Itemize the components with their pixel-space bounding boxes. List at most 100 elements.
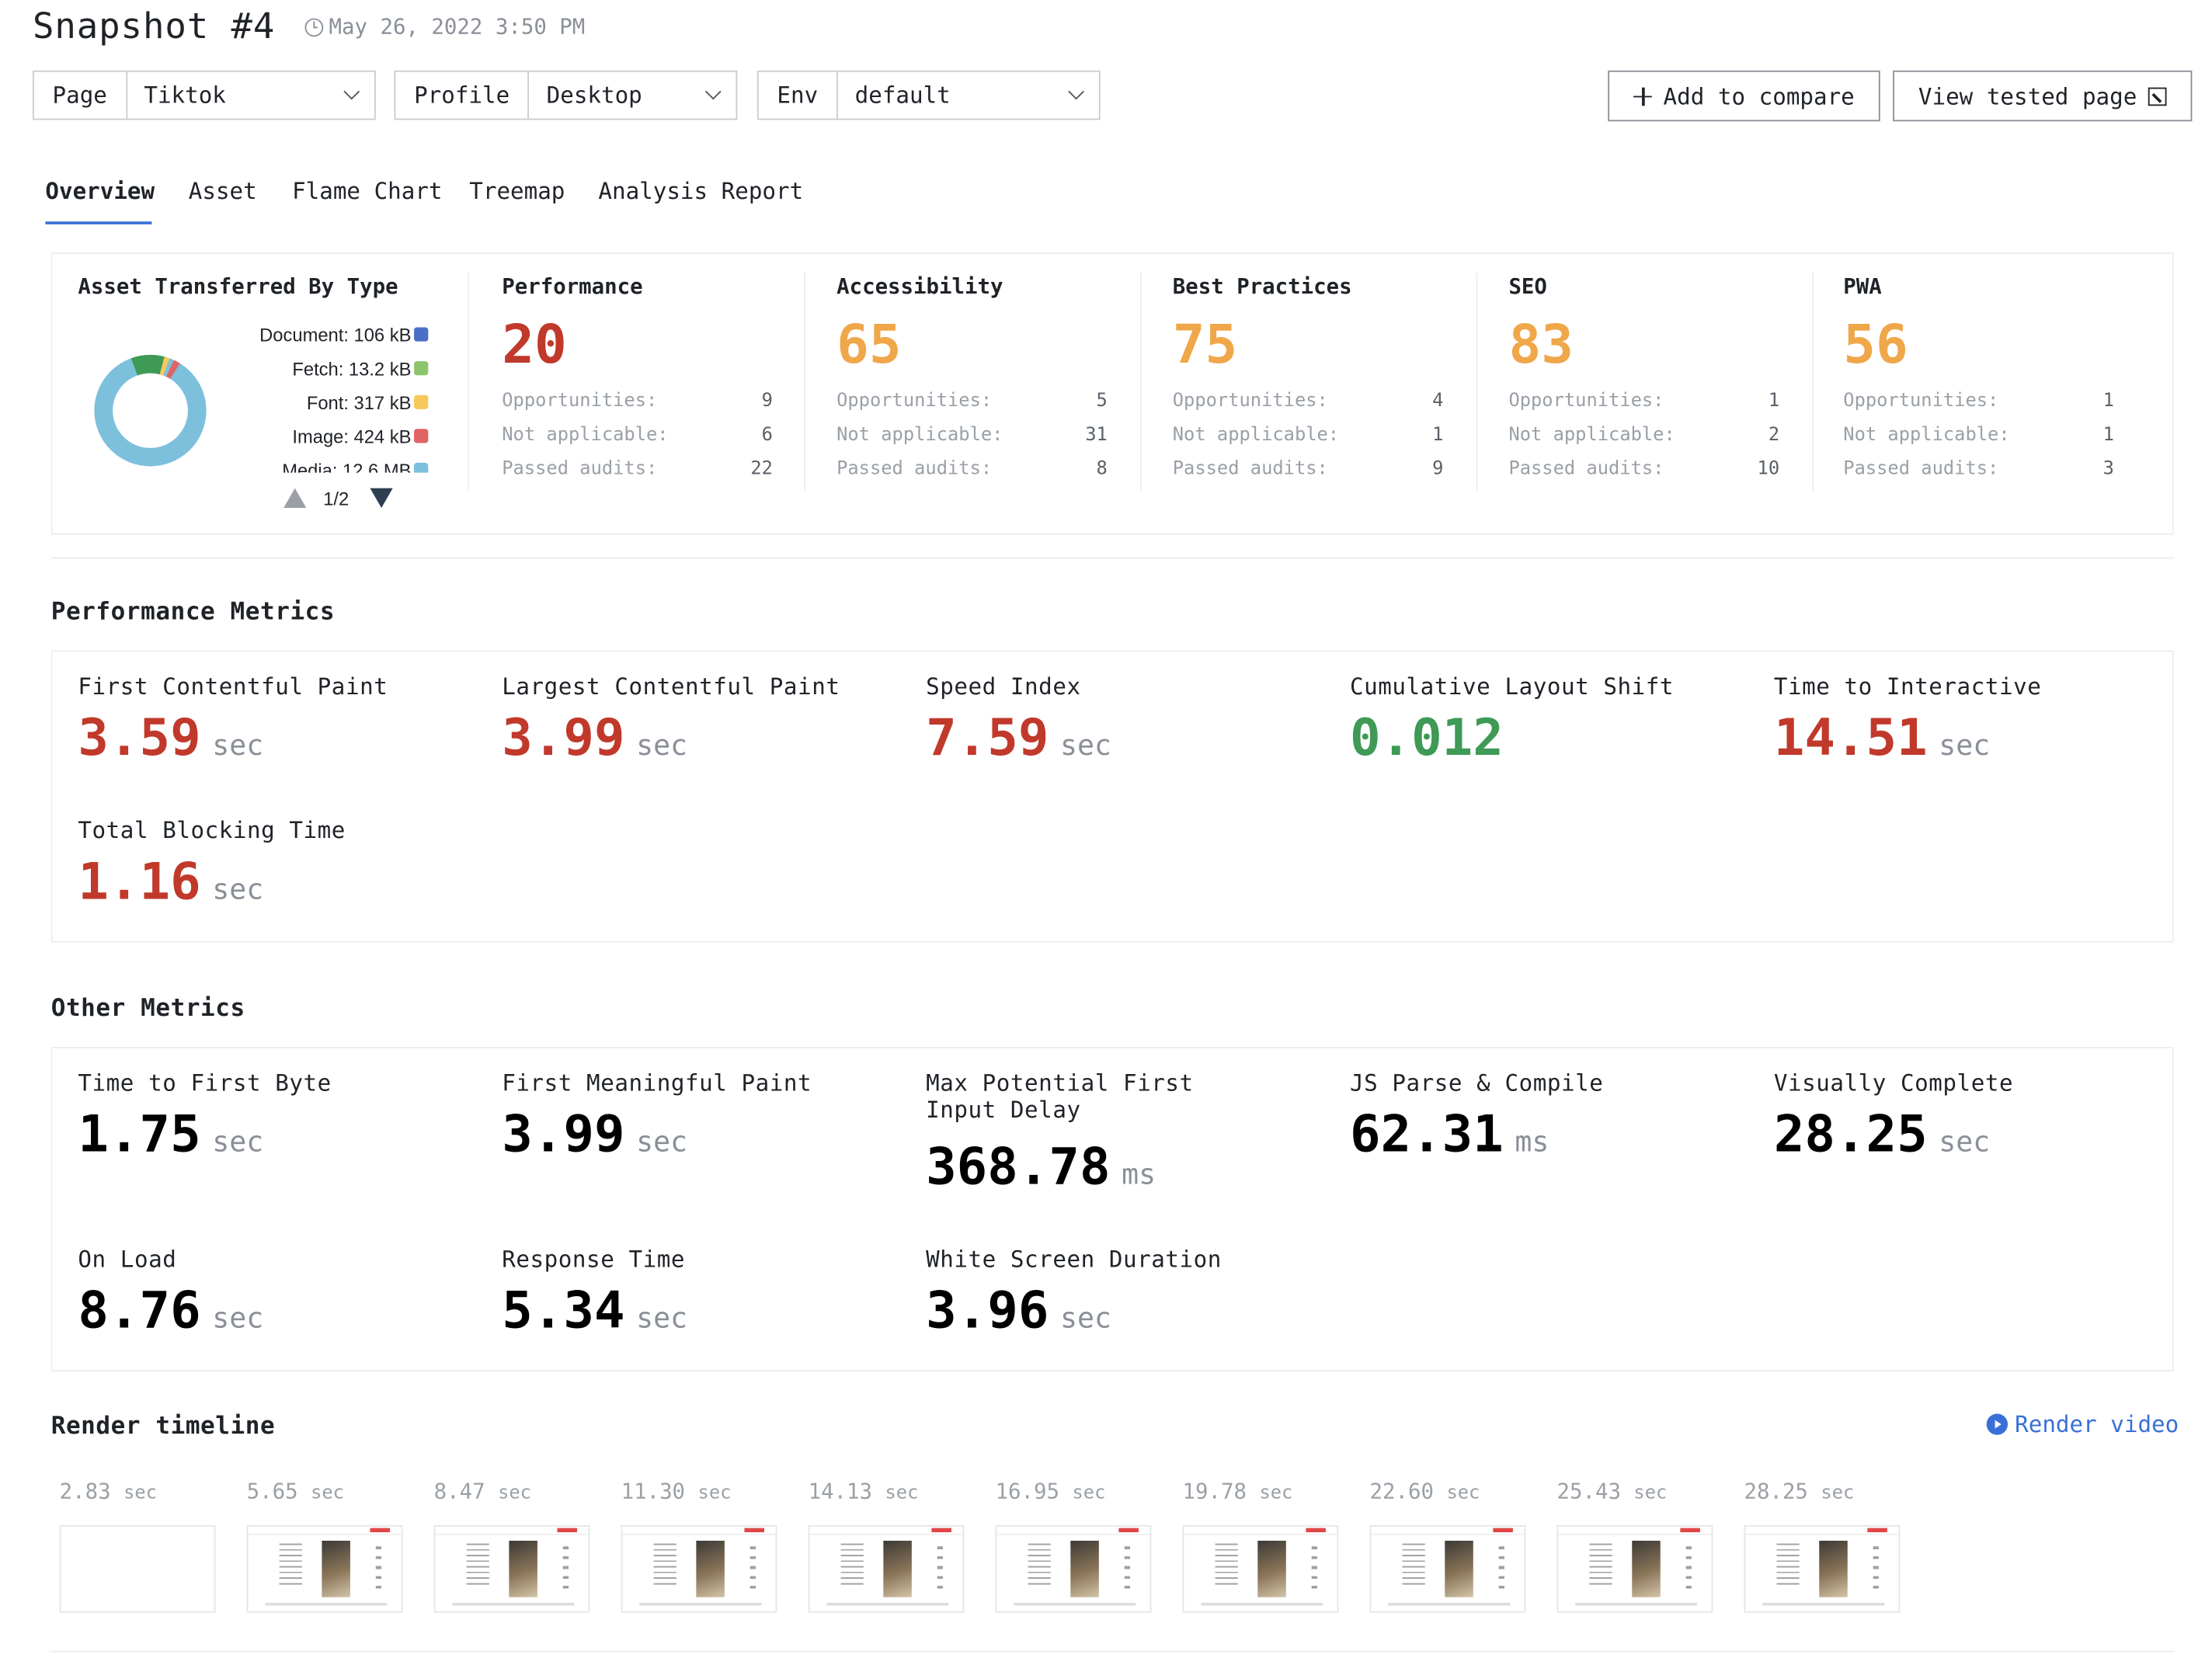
metric-white-screen-duration: 3.96 sec (926, 1282, 1111, 1340)
frame-time-value: 16.95 (995, 1479, 1060, 1504)
metric-visually-complete: 28.25 sec (1774, 1106, 1990, 1163)
frame-foot (826, 1602, 949, 1606)
view-tested-page-button[interactable]: View tested page (1893, 70, 2193, 122)
score-value-pwa: 56 (1843, 313, 1908, 376)
frame-time-value: 25.43 (1556, 1479, 1621, 1504)
render-frame-thumbnail[interactable] (1182, 1524, 1339, 1613)
frame-time-unit: sec (1259, 1483, 1293, 1504)
legend-pager: 1/2 (323, 488, 350, 509)
env-select[interactable]: Env default (756, 70, 1101, 120)
metric-unit-on-load: sec (212, 1301, 264, 1335)
frame-side2 (1311, 1546, 1317, 1589)
accessibility-not-applicable-count: 31 (1085, 424, 1108, 447)
chevron-down-icon (704, 83, 722, 100)
page-select[interactable]: Page Tiktok (32, 70, 376, 120)
metric-unit-js-parse-compile: ms (1515, 1124, 1549, 1159)
score-title-performance: Performance (502, 273, 643, 300)
donut-segment-green (94, 354, 207, 467)
profile-select[interactable]: Profile Desktop (394, 70, 738, 120)
tab-treemap[interactable]: Treemap (469, 177, 565, 205)
metric-value-on-load: 8.76 (78, 1282, 201, 1340)
legend-swatch-fetch (414, 361, 429, 376)
summary-card (50, 252, 2174, 535)
frame-red (1680, 1528, 1700, 1533)
metric-first-meaningful-paint: 3.99 sec (502, 1106, 687, 1163)
page-select-value: Tiktok (144, 82, 226, 109)
view-tested-page-label: View tested page (1918, 82, 2137, 110)
performance-not-applicable-count: 6 (761, 424, 773, 447)
best-practices-not-applicable-count: 1 (1432, 424, 1444, 447)
frame-time-unit: sec (1633, 1483, 1668, 1504)
pwa-not-applicable-label: Not applicable: (1843, 424, 2010, 447)
metric-value-visually-complete: 28.25 (1773, 1106, 1928, 1164)
tab-asset[interactable]: Asset (188, 177, 257, 205)
metric-name-max-potential-first-input-delay: Max Potential First Input Delay (926, 1069, 1194, 1124)
frame-hdr (1745, 1527, 1899, 1535)
tab-analysis-report[interactable]: Analysis Report (598, 177, 804, 205)
frame-photo (883, 1540, 912, 1597)
render-frame-thumbnail[interactable] (621, 1524, 777, 1613)
metric-first-contentful-paint: 3.59 sec (78, 710, 263, 767)
snapshot-date-text: May 26, 2022 3:50 PM (329, 14, 586, 40)
add-to-compare-button[interactable]: Add to compare (1608, 70, 1880, 122)
play-circle-icon (1986, 1413, 2009, 1435)
render-frame-thumbnail[interactable] (59, 1524, 216, 1613)
metric-name-largest-contentful-paint: Largest Contentful Paint (502, 673, 840, 700)
tab-overview[interactable]: Overview (45, 177, 155, 205)
tab-flame-chart[interactable]: Flame Chart (292, 177, 443, 205)
render-video-link[interactable]: Render video (1986, 1411, 2179, 1437)
frame-side2 (1124, 1546, 1131, 1589)
score-value-performance: 20 (502, 313, 567, 376)
seo-not-applicable-count: 2 (1768, 424, 1780, 447)
frame-side (840, 1543, 864, 1587)
legend-page-up-icon[interactable] (283, 488, 307, 509)
frame-time-value: 11.30 (621, 1479, 686, 1504)
metric-value-speed-index: 7.59 (926, 709, 1049, 768)
score-title-accessibility: Accessibility (836, 273, 1003, 300)
add-to-compare-label: Add to compare (1663, 82, 1855, 110)
seo-not-applicable-label: Not applicable: (1508, 424, 1675, 447)
frame-side2 (562, 1546, 569, 1589)
frame-time-unit: sec (311, 1483, 344, 1504)
metric-value-response-time: 5.34 (502, 1282, 625, 1340)
render-frame-thumbnail[interactable] (995, 1524, 1152, 1613)
frame-photo (1257, 1540, 1286, 1597)
divider (1476, 272, 1478, 492)
render-frame-thumbnail[interactable] (1369, 1524, 1526, 1613)
frame-time-unit: sec (498, 1483, 531, 1504)
legend-swatch-font (414, 395, 429, 409)
legend-font: Font: 317 kB (306, 392, 412, 414)
frame-hdr (622, 1527, 776, 1535)
page-title: Snapshot #4 (32, 5, 276, 47)
metric-value-white-screen-duration: 3.96 (926, 1282, 1049, 1340)
accessibility-not-applicable-label: Not applicable: (836, 424, 1003, 447)
accessibility-opportunities-label: Opportunities: (836, 391, 993, 412)
score-title-best-practices: Best Practices (1172, 273, 1352, 300)
best-practices-opportunities-count: 4 (1432, 391, 1444, 412)
donut-segment-font (94, 354, 207, 467)
metric-unit-response-time: sec (636, 1301, 688, 1335)
pwa-not-applicable-count: 1 (2102, 424, 2114, 447)
performance-opportunities-count: 9 (761, 391, 773, 412)
frame-photo (1070, 1540, 1099, 1597)
asset-legend: Document: 106 kB Fetch: 13.2 kB Font: 31… (127, 322, 440, 473)
frame-photo (696, 1540, 725, 1597)
frame-foot (1575, 1602, 1698, 1606)
render-frame-thumbnail[interactable] (246, 1524, 403, 1613)
legend-page-down-icon[interactable] (370, 488, 393, 509)
metric-unit-time-to-first-byte: sec (212, 1124, 264, 1159)
render-frame-thumbnail[interactable] (433, 1524, 590, 1613)
render-frame-thumbnail[interactable] (1744, 1524, 1901, 1613)
frame-side2 (750, 1546, 756, 1589)
metric-time-to-first-byte: 1.75 sec (78, 1106, 263, 1163)
frame-timestamp: 22.60 sec (1370, 1479, 1480, 1504)
metric-name-cumulative-layout-shift: Cumulative Layout Shift (1349, 673, 1675, 700)
frame-side (653, 1543, 676, 1587)
render-frame-thumbnail[interactable] (1556, 1524, 1713, 1613)
other-metrics-card (50, 1047, 2174, 1371)
metric-cumulative-layout-shift: 0.012 (1350, 710, 1504, 767)
performance-metrics-title: Performance Metrics (50, 598, 336, 627)
frame-photo (1445, 1540, 1473, 1597)
render-frame-thumbnail[interactable] (808, 1524, 965, 1613)
legend-swatch-document (414, 327, 429, 342)
